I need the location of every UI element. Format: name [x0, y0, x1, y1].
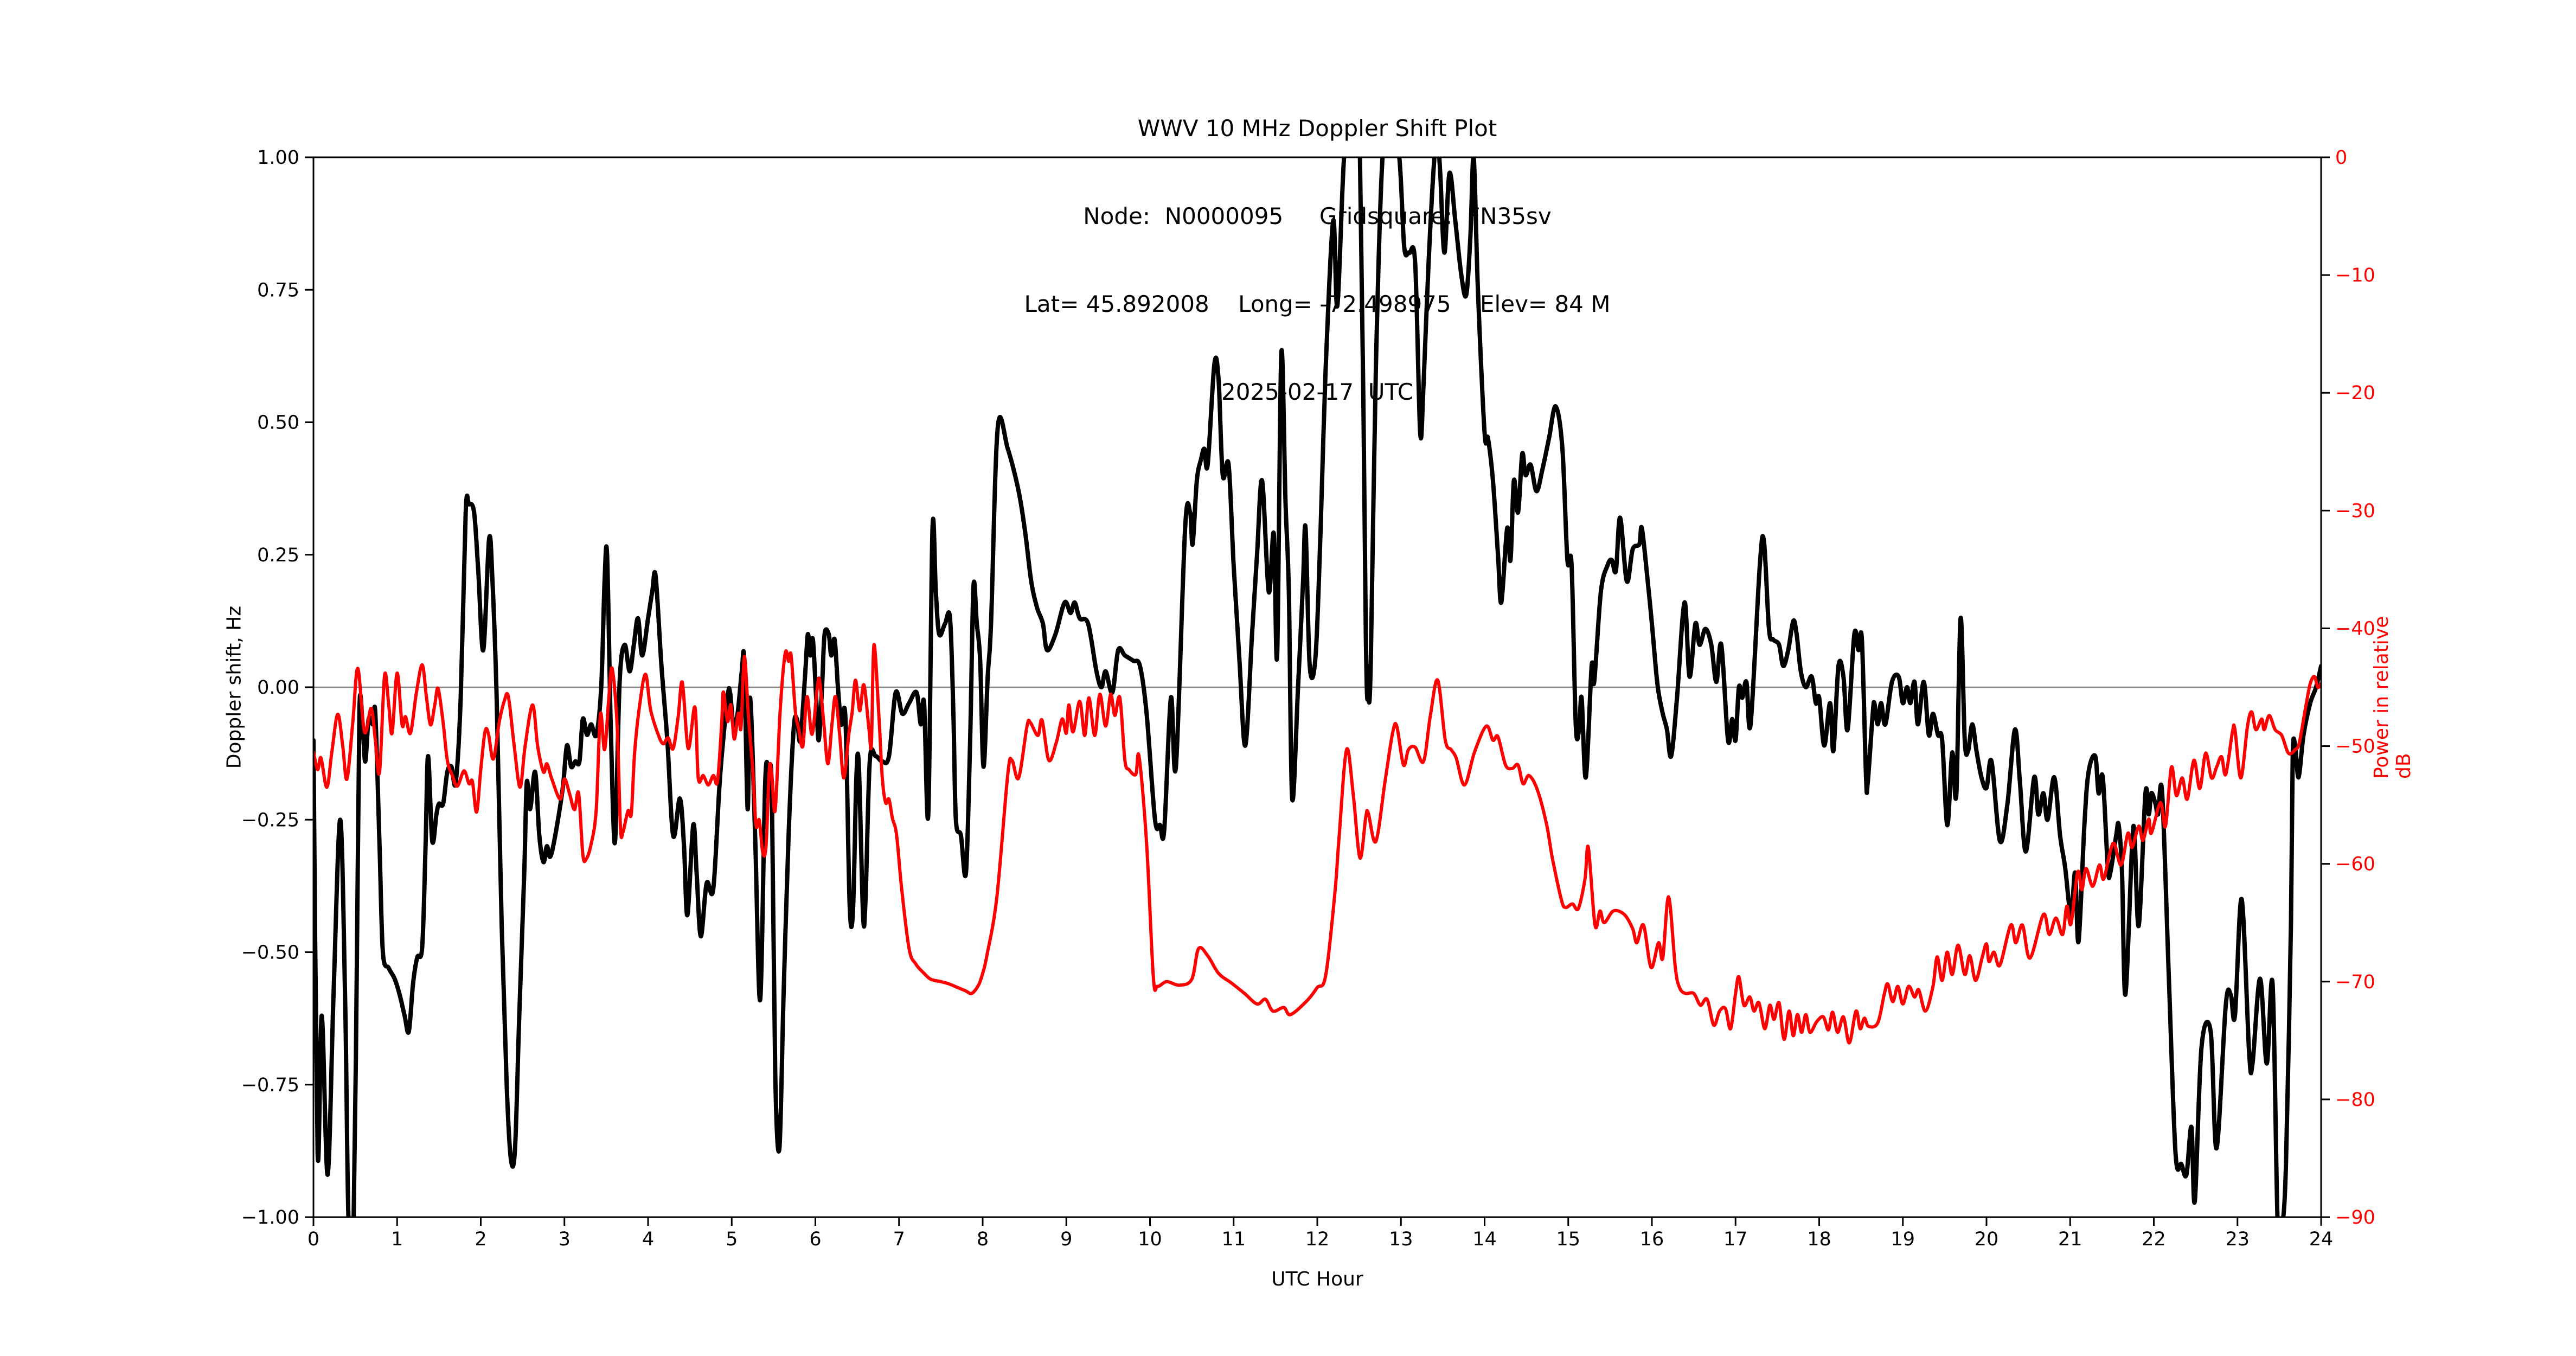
x-tick-label: 9	[1060, 1229, 1072, 1250]
power-series-line	[313, 643, 2321, 1045]
y-right-tick-label: −40	[2335, 618, 2375, 639]
y-left-tick-label: 1.00	[257, 147, 299, 169]
x-tick-label: 14	[1472, 1229, 1497, 1250]
chart-title: WWV 10 MHz Doppler Shift Plot	[1137, 115, 1497, 142]
x-tick-label: 0	[307, 1229, 319, 1250]
x-tick-label: 8	[977, 1229, 989, 1250]
y-left-tick-label: 0.50	[257, 412, 299, 434]
x-tick-label: 23	[2225, 1229, 2250, 1250]
x-tick-label: 1	[391, 1229, 403, 1250]
chart-subtitle-date: 2025-02-17 UTC	[1221, 379, 1414, 405]
x-tick-label: 16	[1640, 1229, 1664, 1250]
y-left-tick-label: −0.50	[241, 942, 299, 964]
y-left-tick-label: −0.75	[241, 1074, 299, 1096]
x-tick-label: 17	[1723, 1229, 1748, 1250]
y-right-tick-label: −60	[2335, 854, 2375, 875]
y-right-tick-label: −30	[2335, 500, 2375, 522]
x-tick-label: 6	[809, 1229, 821, 1250]
doppler-shift-series-line	[313, 157, 2321, 1217]
x-tick-label: 2	[475, 1229, 486, 1250]
y-right-tick-label: 0	[2335, 147, 2347, 169]
x-tick-label: 15	[1556, 1229, 1580, 1250]
y-right-tick-label: −50	[2335, 736, 2375, 758]
y-right-tick-label: −90	[2335, 1207, 2375, 1229]
y-right-tick-label: −80	[2335, 1089, 2375, 1111]
x-tick-label: 21	[2058, 1229, 2082, 1250]
x-tick-label: 10	[1138, 1229, 1162, 1250]
y-left-tick-label: 0.00	[257, 677, 299, 699]
x-tick-label: 5	[726, 1229, 738, 1250]
x-tick-label: 19	[1891, 1229, 1915, 1250]
x-tick-label: 7	[893, 1229, 905, 1250]
x-tick-label: 22	[2142, 1229, 2166, 1250]
y-left-tick-label: −1.00	[241, 1207, 299, 1229]
y-left-tick-label: 0.25	[257, 545, 299, 566]
y-right-tick-label: −10	[2335, 265, 2375, 286]
y-left-tick-label: −0.25	[241, 809, 299, 831]
y-left-tick-label: 0.75	[257, 279, 299, 301]
x-tick-label: 13	[1389, 1229, 1413, 1250]
x-tick-label: 4	[642, 1229, 654, 1250]
x-tick-label: 24	[2309, 1229, 2334, 1250]
x-tick-label: 18	[1807, 1229, 1831, 1250]
x-tick-label: 3	[559, 1229, 571, 1250]
x-axis-title: UTC Hour	[1271, 1268, 1363, 1290]
x-tick-label: 12	[1305, 1229, 1330, 1250]
y-right-tick-label: −20	[2335, 382, 2375, 404]
x-tick-label: 11	[1221, 1229, 1246, 1250]
x-tick-label: 20	[1975, 1229, 1999, 1250]
y-right-tick-label: −70	[2335, 971, 2375, 993]
